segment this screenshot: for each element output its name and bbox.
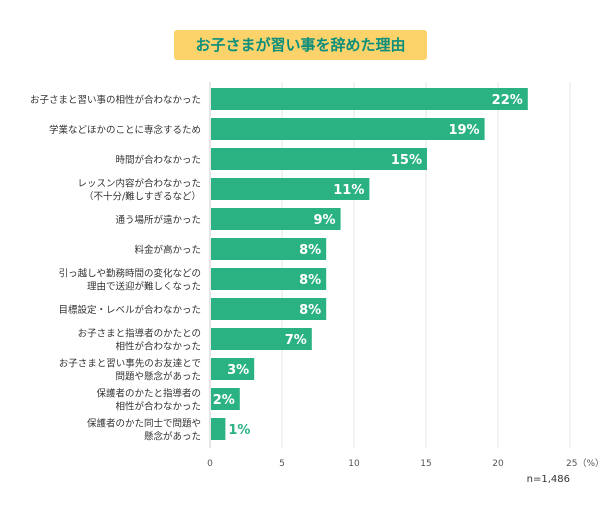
bar bbox=[211, 148, 427, 170]
category-label: 問題や懸念があった bbox=[115, 371, 201, 383]
category-label: お子さまと習い事先のお友達とで bbox=[59, 358, 201, 370]
x-tick-label: 0 bbox=[207, 459, 213, 469]
data-label: 15% bbox=[391, 153, 422, 168]
bar bbox=[211, 268, 327, 290]
category-label: 保護者のかた同士で問題や bbox=[87, 418, 201, 430]
category-label: 時間が合わなかった bbox=[115, 154, 201, 166]
data-label: 1% bbox=[228, 423, 250, 438]
x-tick-label: 25（%） bbox=[566, 458, 600, 469]
sample-size-note: n=1,486 bbox=[526, 474, 570, 485]
data-label: 8% bbox=[299, 303, 321, 318]
bar bbox=[211, 358, 255, 380]
bar bbox=[211, 208, 341, 230]
category-label: 理由で送迎が難しくなった bbox=[87, 281, 201, 293]
x-tick-label: 15 bbox=[420, 459, 431, 469]
bar bbox=[211, 388, 240, 410]
category-label: 料金が高かった bbox=[134, 244, 201, 256]
data-label: 2% bbox=[213, 393, 235, 408]
data-label: 9% bbox=[314, 213, 336, 228]
category-label: お子さまと指導者のかたとの bbox=[78, 328, 201, 340]
data-label: 7% bbox=[285, 333, 307, 348]
data-label: 8% bbox=[299, 243, 321, 258]
category-label: 引っ越しや勤務時間の変化などの bbox=[59, 268, 201, 280]
bar bbox=[211, 418, 226, 440]
category-label: （不十分/難しすぎるなど） bbox=[84, 191, 201, 203]
data-label: 22% bbox=[492, 93, 523, 108]
bar bbox=[211, 178, 370, 200]
category-label: 目標設定・レベルが合わなかった bbox=[58, 304, 201, 316]
category-label: 学業などほかのことに専念するため bbox=[49, 124, 201, 136]
x-tick-label: 5 bbox=[279, 459, 285, 469]
category-label: 相性が合わなかった bbox=[115, 341, 201, 353]
bar bbox=[211, 118, 485, 140]
bar bbox=[211, 298, 327, 320]
chart-title: お子さまが習い事を辞めた理由 bbox=[174, 30, 427, 60]
bar bbox=[211, 88, 528, 110]
category-label: レッスン内容が合わなかった bbox=[77, 178, 201, 190]
category-label: お子さまと習い事の相性が合わなかった bbox=[30, 94, 201, 106]
bar bbox=[211, 328, 312, 350]
bar bbox=[211, 238, 327, 260]
category-label: 相性が合わなかった bbox=[115, 401, 201, 413]
data-label: 11% bbox=[333, 183, 364, 198]
category-label: 懸念があった bbox=[144, 431, 201, 443]
category-label: 通う場所が遠かった bbox=[115, 214, 201, 226]
data-label: 3% bbox=[227, 363, 249, 378]
data-label: 8% bbox=[299, 273, 321, 288]
category-label: 保護者のかたと指導者の bbox=[96, 388, 201, 400]
x-tick-label: 20 bbox=[492, 459, 504, 469]
x-tick-label: 10 bbox=[348, 459, 360, 469]
data-label: 19% bbox=[448, 123, 479, 138]
